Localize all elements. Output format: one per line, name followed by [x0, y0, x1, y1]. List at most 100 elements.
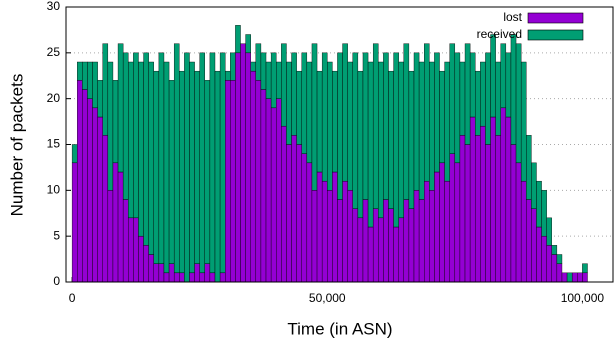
- bar: [168, 80, 175, 264]
- bar: [71, 162, 78, 283]
- bar: [551, 245, 558, 255]
- bar: [332, 70, 338, 173]
- bar: [250, 61, 257, 72]
- bar: [163, 272, 170, 283]
- bar: [179, 70, 185, 274]
- bar: [291, 52, 297, 136]
- bar: [148, 61, 154, 255]
- bar: [500, 43, 507, 109]
- bar: [357, 217, 364, 283]
- bar: [102, 43, 109, 136]
- y-tick-label: 25: [47, 45, 61, 59]
- bar: [475, 70, 481, 136]
- bar: [163, 61, 170, 274]
- bar: [347, 190, 353, 283]
- bar: [250, 70, 257, 283]
- bar: [316, 171, 323, 283]
- bar: [500, 107, 507, 283]
- bar: [311, 43, 318, 191]
- bar: [225, 80, 231, 283]
- bar: [327, 61, 333, 191]
- bar: [117, 171, 124, 283]
- bar: [383, 199, 389, 283]
- bar: [209, 272, 216, 283]
- bar: [265, 61, 272, 99]
- bar: [536, 226, 542, 283]
- bar: [219, 272, 226, 283]
- bar: [398, 61, 404, 219]
- bar: [526, 135, 532, 200]
- bar: [235, 52, 241, 283]
- bar: [179, 272, 185, 283]
- bar: [240, 43, 246, 283]
- bar: [87, 98, 93, 283]
- bar: [357, 70, 364, 219]
- y-tick-label: 15: [47, 137, 61, 151]
- bar: [281, 125, 287, 283]
- bar: [434, 171, 440, 283]
- bar: [199, 272, 205, 283]
- bar: [122, 52, 129, 200]
- bar: [362, 199, 369, 283]
- bar: [296, 144, 302, 283]
- bar: [541, 190, 547, 237]
- bar: [286, 144, 292, 283]
- bar: [245, 52, 251, 283]
- bar: [459, 135, 466, 283]
- bar: [367, 226, 374, 283]
- bar: [347, 61, 353, 191]
- bar: [429, 190, 435, 283]
- bar: [102, 135, 109, 283]
- bar: [485, 144, 491, 283]
- legend-swatch: [527, 12, 584, 24]
- bar: [276, 61, 282, 99]
- bar: [184, 52, 190, 283]
- bar: [577, 272, 583, 283]
- bar: [158, 263, 165, 283]
- bar: [362, 52, 369, 200]
- x-axis-label: Time (in ASN): [287, 319, 392, 338]
- bar: [515, 162, 522, 283]
- x-tick-label: 50,000: [309, 291, 346, 305]
- bar: [276, 98, 282, 283]
- bar: [418, 61, 425, 200]
- bar: [551, 254, 558, 283]
- bar: [469, 52, 476, 118]
- bar: [82, 89, 88, 283]
- bar: [270, 107, 277, 283]
- bar: [546, 245, 552, 283]
- bar: [301, 153, 308, 283]
- bar: [582, 263, 588, 274]
- bar: [128, 61, 134, 219]
- bar: [311, 190, 318, 283]
- bar: [122, 199, 129, 283]
- bar: [138, 61, 144, 237]
- bar: [408, 70, 415, 209]
- bar: [531, 162, 537, 209]
- bar: [464, 43, 471, 145]
- legend-label: received: [477, 27, 522, 41]
- bar: [495, 61, 501, 136]
- bar: [133, 52, 139, 219]
- bar: [495, 135, 501, 283]
- bar: [296, 70, 302, 145]
- bar: [158, 52, 165, 264]
- bar: [204, 263, 211, 283]
- bar: [388, 70, 394, 209]
- bar: [505, 52, 512, 118]
- x-tick-label: 0: [69, 291, 76, 305]
- y-axis-label: Number of packets: [7, 74, 26, 217]
- bar: [143, 52, 149, 246]
- bar: [378, 217, 384, 283]
- bar: [367, 61, 374, 228]
- bar: [526, 199, 532, 283]
- bar: [582, 272, 588, 283]
- plot-border: [65, 6, 614, 283]
- bar: [352, 52, 359, 209]
- bar: [408, 208, 415, 283]
- y-tick-label: 0: [53, 274, 60, 288]
- bar: [173, 43, 180, 274]
- bar: [255, 43, 262, 81]
- bar: [143, 245, 149, 283]
- bar: [429, 61, 435, 191]
